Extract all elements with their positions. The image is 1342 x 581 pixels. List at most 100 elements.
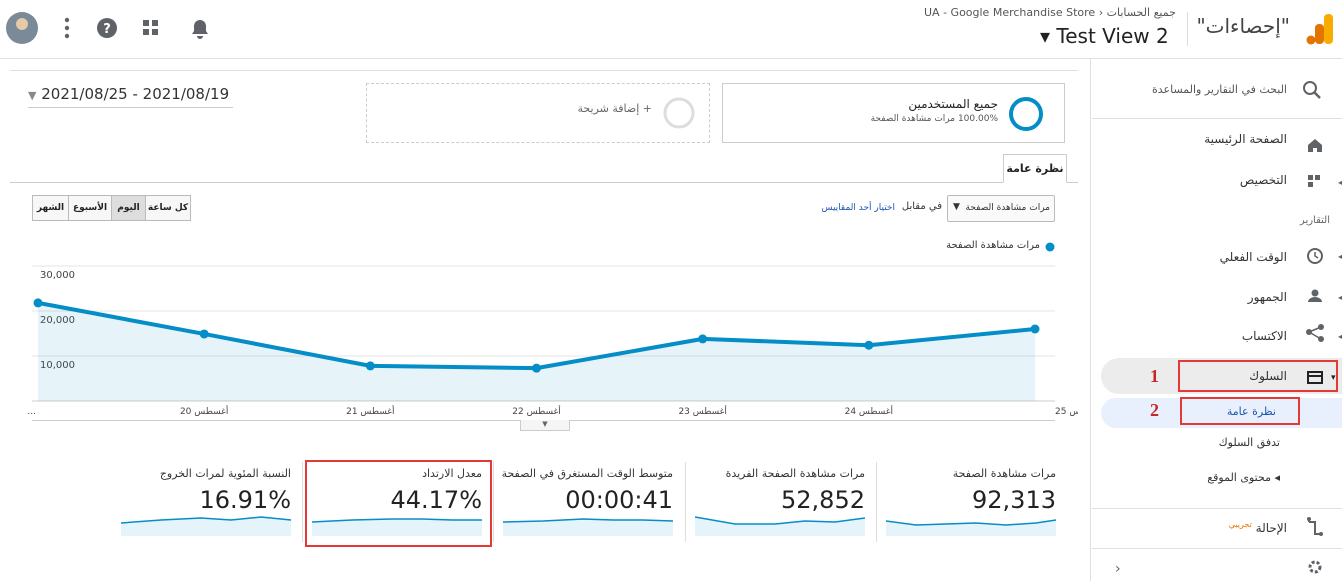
card-separator: [876, 462, 877, 542]
sparkline: [503, 518, 674, 536]
divider: [10, 70, 1078, 71]
section-label: التقارير: [1299, 215, 1330, 226]
period-button[interactable]: الأسبوع: [68, 195, 112, 221]
metric-label: مرات مشاهدة الصفحة: [952, 467, 1056, 480]
sparkline: [312, 518, 482, 536]
highlight-box: [1180, 397, 1300, 425]
divider: [1187, 12, 1188, 46]
divider: [1092, 118, 1342, 119]
point: [864, 340, 874, 350]
card-separator: [685, 462, 686, 542]
y-tick-label: 20,000: [40, 315, 75, 326]
apps-icon[interactable]: [143, 20, 158, 35]
period-button[interactable]: كل ساعة: [145, 195, 191, 221]
date-range-picker[interactable]: ▼ 2021/08/25 - 2021/08/19: [28, 85, 233, 108]
add-segment[interactable]: [366, 83, 710, 143]
divider: [1092, 548, 1342, 549]
x-tick-label: أغسطس 23: [678, 405, 726, 417]
metric-value: 44.17%: [390, 486, 482, 514]
search-icon: [1303, 81, 1321, 99]
sparkline: [121, 516, 292, 536]
add-segment-label: + إضافة شريحة: [577, 102, 652, 115]
nav-customization[interactable]: التخصيص: [1239, 173, 1287, 187]
sidebar-border: [1090, 59, 1091, 581]
line-chart: 10,000 20,000 30,000... أغسطس 20 أغسطس 21 أغس…: [27, 265, 1078, 417]
beta-badge: تجريبي: [1228, 520, 1252, 529]
period-button[interactable]: الشهر: [32, 195, 69, 221]
period-button-active[interactable]: اليوم: [111, 195, 146, 221]
metric-label: النسبة المئوية لمرات الخروج: [159, 467, 291, 480]
y-tick-label: 30,000: [40, 270, 75, 281]
date-range: 2021/08/25 - 2021/08/19: [41, 85, 230, 103]
area: [38, 302, 1035, 401]
x-tick-label: أغسطس 20: [180, 405, 228, 417]
nav-audience[interactable]: الجمهور: [1247, 290, 1287, 304]
nav-behavior-overview[interactable]: نظرة عامة: [1226, 405, 1276, 418]
tab-line: [10, 182, 1078, 183]
nav-acquisition[interactable]: الاكتساب: [1241, 329, 1287, 343]
svg-text:◂: ◂: [1338, 252, 1342, 261]
y-tick-label: 10,000: [40, 360, 75, 371]
metric-value: 92,313: [972, 486, 1056, 514]
svg-text:▾: ▾: [1331, 373, 1336, 383]
overview-tab[interactable]: نظرة عامة: [1003, 154, 1067, 183]
metric-dropdown[interactable]: [947, 195, 1055, 222]
choose-metric-link[interactable]: اختيار أحد المقاييس: [821, 203, 895, 213]
point: [698, 334, 708, 344]
sparkline: [886, 519, 1057, 536]
segment-ring: [1009, 97, 1043, 131]
nav-behavior[interactable]: السلوك: [1249, 369, 1287, 383]
view-selector[interactable]: ▾ Test View 2: [1040, 24, 1169, 48]
legend-label: مرات مشاهدة الصفحة: [946, 240, 1040, 251]
x-tick-label: أغسطس 21: [346, 405, 394, 417]
logo: [1306, 14, 1333, 45]
help-glyph: ?: [103, 22, 111, 37]
svg-text:◂: ◂: [1338, 293, 1342, 302]
segment-title: جميع المستخدمين: [908, 97, 998, 111]
divider: [1092, 508, 1342, 509]
view-name: Test View 2: [1056, 24, 1169, 48]
more-icon[interactable]: [64, 17, 70, 39]
nav-realtime[interactable]: الوقت الفعلي: [1219, 250, 1287, 264]
metric-label: مرات مشاهدة الصفحة الفريدة: [725, 467, 865, 480]
card-separator: [302, 462, 303, 542]
nav-site-content[interactable]: ◂ محتوى الموقع: [1207, 471, 1280, 484]
highlight-box: [1178, 360, 1338, 392]
account-name[interactable]: UA - Google Merchandise Store: [924, 6, 1096, 19]
highlight-box: [305, 460, 492, 547]
nav-site-content-label: محتوى الموقع: [1207, 471, 1271, 484]
segment-card[interactable]: [722, 83, 1065, 143]
point: [1030, 324, 1040, 334]
card-separator: [493, 462, 494, 542]
segment-subtitle: 100.00% مرات مشاهدة الصفحة: [870, 114, 998, 124]
metric-value: 52,852: [781, 486, 865, 514]
annotation-number: 2: [1150, 400, 1159, 420]
breadcrumb: UA - Google Merchandise Store › جميع الح…: [924, 6, 1176, 19]
active-row: [1101, 358, 1342, 394]
top-bar: [0, 0, 1342, 59]
versus-label: في مقابل: [901, 201, 942, 212]
dropdown-arrow: ▼: [953, 202, 960, 212]
nav-home[interactable]: الصفحة الرئيسية: [1204, 132, 1287, 146]
help-icon[interactable]: [97, 18, 117, 38]
search-box[interactable]: البحث في التقارير والمساعدة: [1152, 83, 1287, 96]
point: [532, 363, 541, 373]
metric-label: معدل الارتداد: [422, 467, 482, 480]
all-accounts[interactable]: جميع الحسابات: [1106, 6, 1176, 19]
metric-value: 16.91%: [199, 486, 291, 514]
metric-dropdown-label: مرات مشاهدة الصفحة: [965, 203, 1051, 213]
nav-attribution[interactable]: الإحالة تجريبي: [1229, 520, 1287, 535]
metric-value: 00:00:41: [565, 486, 673, 514]
nav-behavior-flow[interactable]: تدفق السلوك: [1218, 436, 1280, 449]
bell-icon[interactable]: [192, 20, 208, 39]
sparkline: [695, 516, 866, 536]
x-tick-label: أغسطس 24: [845, 405, 893, 417]
svg-text:◂: ◂: [1338, 178, 1342, 187]
x-tick-label: ...: [27, 407, 36, 417]
collapse-handle[interactable]: ▼: [520, 420, 570, 431]
top-icons: ?: [6, 12, 208, 44]
avatar-face: [16, 18, 28, 30]
segment-placeholder: [663, 97, 695, 129]
